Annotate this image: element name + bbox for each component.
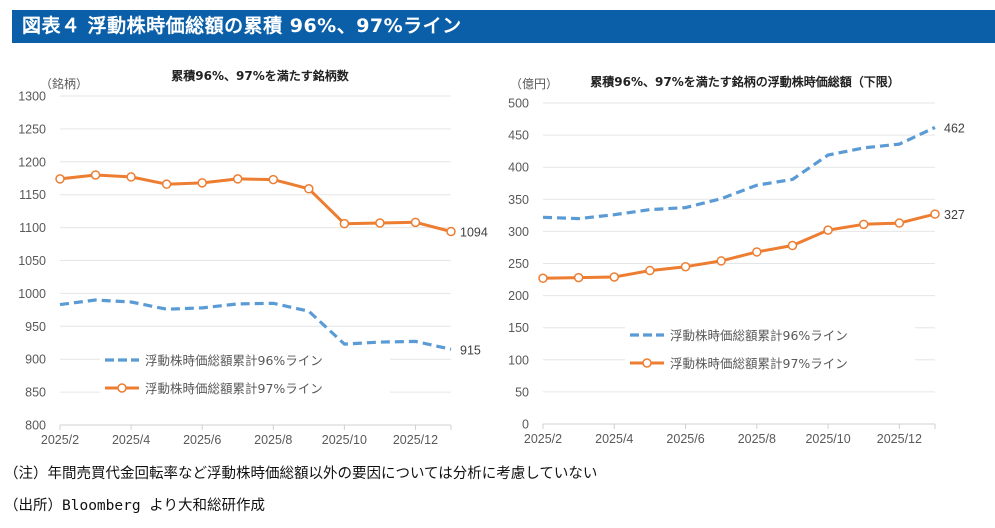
y-axis-unit: （銘柄） — [40, 76, 88, 91]
legend-background — [625, 321, 915, 377]
x-tick-label: 2025/2 — [41, 433, 79, 447]
data-point-97 — [823, 225, 833, 235]
data-point-97 — [339, 218, 350, 229]
y-tick-label: 200 — [508, 289, 529, 303]
series-line-96 — [542, 125, 936, 221]
data-point-97 — [787, 240, 798, 251]
y-tick-label: 350 — [508, 193, 529, 207]
data-point-97 — [161, 179, 172, 189]
legend-label: 浮動株時価総額累計96%ライン — [670, 328, 848, 343]
chart-title: 累積96%、97%を満たす銘柄数 — [171, 68, 349, 83]
legend-marker-97 — [117, 383, 127, 393]
series-line-97 — [542, 212, 936, 280]
chart-stock-count: 800 850 900 950 1000 1050 1100 1150 1200 1250 1300… — [18, 68, 488, 447]
data-point-97 — [752, 247, 762, 257]
y-tick-label: 1000 — [18, 287, 46, 301]
data-point-97 — [90, 170, 101, 180]
data-point-97 — [894, 218, 905, 228]
x-tick-label: 2025/10 — [322, 433, 367, 447]
legend-label: 浮動株時価総額累計97%ライン — [670, 356, 848, 371]
x-tick-label: 2025/8 — [254, 433, 292, 447]
legend-label: 浮動株時価総額累計96%ライン — [145, 353, 323, 368]
y-tick-label: 500 — [508, 97, 529, 111]
data-point-97 — [609, 272, 620, 282]
data-point-97 — [645, 265, 655, 276]
y-tick-label: 50 — [515, 385, 529, 399]
y-tick-label: 1100 — [19, 221, 46, 235]
x-tick-label: 2025/4 — [595, 432, 633, 446]
legend-background — [100, 346, 390, 402]
y-tick-label: 1250 — [18, 122, 46, 136]
y-tick-label: 0 — [522, 418, 529, 432]
data-point-97 — [446, 226, 456, 237]
series-line-97 — [59, 173, 452, 233]
data-point-97 — [538, 273, 548, 284]
y-tick-label: 1150 — [19, 188, 46, 202]
data-point-97 — [573, 272, 584, 283]
y-tick-label: 1300 — [18, 90, 46, 104]
data-point-97 — [126, 172, 136, 182]
x-tick-label: 2025/6 — [183, 433, 221, 447]
data-point-97 — [55, 174, 65, 184]
x-tick-label: 2025/6 — [666, 432, 704, 446]
data-point-97 — [930, 209, 940, 219]
x-tick-label: 2025/12 — [393, 433, 438, 447]
data-point-97 — [232, 174, 243, 184]
footnote-note: （注）年間売買代金回転率など浮動株時価総額以外の要因については分析に考慮していな… — [4, 466, 598, 482]
data-point-97 — [680, 261, 691, 272]
end-value-label: 327 — [944, 208, 965, 222]
data-point-97 — [268, 174, 279, 185]
y-axis-unit: （億円） — [510, 77, 558, 91]
data-point-97 — [197, 178, 207, 188]
legend-label: 浮動株時価総額累計97%ライン — [145, 381, 323, 396]
data-point-97 — [410, 217, 421, 228]
end-value-label: 915 — [460, 343, 481, 357]
chart-title: 累積96%、97%を満たす銘柄の浮動株時価総額（下限） — [590, 74, 899, 89]
data-point-97 — [375, 218, 385, 228]
y-tick-label: 950 — [25, 320, 46, 334]
y-tick-label: 150 — [508, 321, 529, 335]
footnote-source: （出所）Bloomberg より大和総研作成 — [4, 498, 266, 514]
x-tick-label: 2025/12 — [877, 432, 922, 446]
series-line-96 — [59, 298, 452, 351]
y-tick-label: 800 — [25, 419, 46, 433]
x-tick-label: 2025/2 — [524, 432, 562, 446]
y-tick-label: 1050 — [18, 254, 46, 268]
y-tick-label: 300 — [508, 225, 529, 239]
y-tick-label: 450 — [508, 129, 529, 143]
figure-title-banner: 図表４ 浮動株時価総額の累積 96%、97%ライン — [12, 10, 995, 43]
data-point-97 — [858, 219, 869, 230]
chart-market-cap: 0 50 100 150 200 250 300 350 400 450 500 2025/2 2025… — [508, 74, 965, 446]
y-tick-label: 1200 — [18, 155, 46, 169]
data-point-97 — [716, 256, 726, 266]
y-tick-label: 250 — [508, 257, 529, 271]
y-tick-label: 850 — [25, 386, 46, 400]
data-point-97 — [304, 184, 314, 194]
y-tick-label: 100 — [508, 353, 529, 367]
x-tick-label: 2025/10 — [805, 432, 850, 446]
end-value-label: 462 — [944, 121, 965, 135]
end-value-label: 1094 — [460, 226, 488, 240]
x-tick-label: 2025/8 — [738, 432, 776, 446]
x-tick-label: 2025/4 — [112, 433, 150, 447]
legend-marker-97 — [642, 358, 652, 368]
y-tick-label: 900 — [25, 353, 46, 367]
y-tick-label: 400 — [508, 161, 529, 175]
